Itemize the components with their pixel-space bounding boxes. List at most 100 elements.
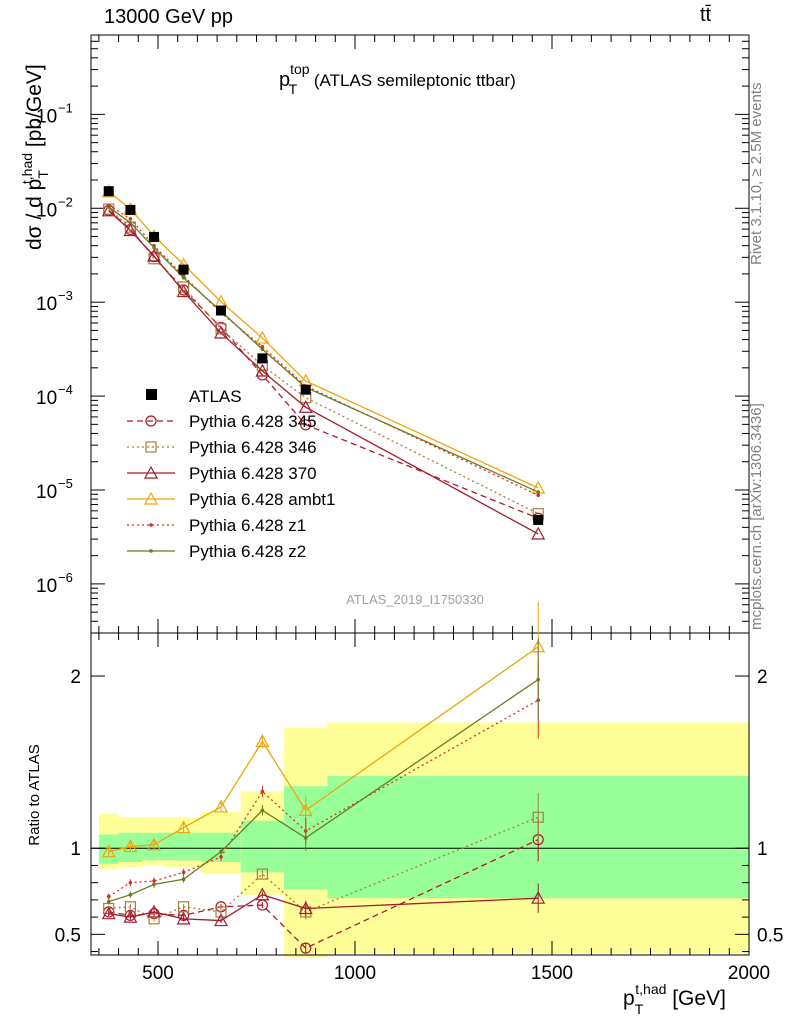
ratio-series-point bbox=[123, 909, 138, 923]
legend-label: Pythia 6.428 z2 bbox=[189, 542, 306, 561]
ratio-y-tick-label-left: 1 bbox=[70, 839, 81, 860]
main-y-tick-base: 10 bbox=[36, 200, 57, 221]
y-title-part: t,had bbox=[19, 153, 35, 184]
series-point bbox=[255, 363, 270, 377]
plot-title-part: p bbox=[279, 69, 290, 91]
series-point bbox=[181, 275, 186, 280]
energy-label: 13000 GeV pp bbox=[104, 6, 233, 28]
main-y-tick-exponent: −3 bbox=[58, 288, 73, 303]
atlas-data-point bbox=[300, 384, 311, 395]
ratio-series-point bbox=[128, 880, 133, 885]
ratio-y-axis-title: Ratio to ATLAS bbox=[26, 744, 43, 845]
series-point bbox=[101, 203, 116, 217]
ratio-series-2 bbox=[101, 883, 546, 927]
series-line bbox=[108, 208, 539, 515]
ratio-series-point bbox=[101, 844, 116, 858]
ratio-series-point bbox=[255, 887, 270, 901]
legend-label: Pythia 6.428 ambt1 bbox=[189, 490, 335, 509]
ratio-series-point bbox=[101, 906, 116, 920]
main-y-tick-label: 10 −4 bbox=[36, 382, 73, 409]
series-point bbox=[147, 248, 162, 262]
ratio-series-point bbox=[152, 879, 156, 883]
x-axis-title: pTt,had [GeV] bbox=[623, 981, 726, 1017]
series-4 bbox=[106, 203, 541, 498]
ratio-plot-frame bbox=[90, 632, 750, 956]
ratio-series-line bbox=[108, 894, 539, 922]
atlas-data-point bbox=[216, 305, 227, 316]
x-title-part: t,had bbox=[635, 981, 666, 997]
ratio-series-point bbox=[298, 803, 313, 816]
ratio-series-point bbox=[128, 892, 133, 897]
ratio-band-green bbox=[165, 832, 202, 861]
atlas-data-point bbox=[178, 264, 189, 275]
ratio-series-point bbox=[106, 899, 111, 904]
ratio-series-line bbox=[108, 678, 539, 903]
plot-title-part: T bbox=[289, 81, 298, 97]
atlas-data-point bbox=[103, 186, 114, 197]
x-title-part: p bbox=[623, 987, 635, 1010]
ratio-x-tick-label: 1000 bbox=[334, 963, 376, 984]
ratio-series-3 bbox=[101, 601, 546, 858]
ratio-series-point bbox=[214, 799, 229, 813]
legend-label: Pythia 6.428 346 bbox=[189, 438, 317, 457]
ratio-series-point bbox=[303, 836, 308, 840]
ratio-series-point bbox=[181, 877, 186, 882]
atlas-data-point bbox=[149, 231, 160, 242]
ratio-y-tick-label-left: 0.5 bbox=[55, 925, 81, 946]
series-0 bbox=[103, 204, 544, 524]
ratio-series-point bbox=[152, 882, 156, 887]
main-y-tick-base: 10 bbox=[36, 576, 57, 597]
main-y-tick-label: 10 −6 bbox=[36, 570, 73, 597]
main-y-tick-exponent: −2 bbox=[58, 194, 73, 209]
series-point bbox=[255, 330, 270, 344]
x-title-part: T bbox=[635, 1001, 644, 1017]
ratio-series-point bbox=[176, 820, 191, 834]
main-y-tick-exponent: −6 bbox=[58, 570, 73, 585]
ratio-x-tick-label: 2000 bbox=[728, 963, 770, 984]
legend-marker bbox=[143, 465, 159, 479]
ratio-series-line bbox=[108, 699, 539, 898]
ratio-series-point bbox=[256, 868, 268, 880]
y-title-part: [pb/GeV] bbox=[23, 64, 46, 153]
series-point bbox=[300, 419, 312, 431]
ratio-series-point bbox=[219, 855, 223, 859]
series-point bbox=[531, 526, 546, 540]
main-y-tick-base: 10 bbox=[36, 482, 57, 503]
ratio-series-point bbox=[106, 894, 111, 899]
plot-title: ptop T (ATLAS semileptonic ttbar) bbox=[279, 61, 516, 97]
ratio-series-1 bbox=[103, 792, 544, 925]
y-title-part: T bbox=[35, 170, 51, 179]
series-point bbox=[536, 490, 541, 494]
atlas-data-point bbox=[533, 514, 544, 525]
series-point bbox=[106, 205, 111, 209]
series-point bbox=[123, 223, 138, 237]
main-y-tick-label: 10 −3 bbox=[36, 288, 73, 315]
atlas-data bbox=[103, 186, 544, 525]
ratio-band-green bbox=[240, 820, 285, 873]
atlas-data-point bbox=[257, 353, 268, 364]
legend-marker bbox=[143, 491, 159, 505]
x-title-part: [GeV] bbox=[666, 987, 726, 1010]
series-5 bbox=[106, 205, 541, 494]
series-line bbox=[108, 206, 539, 493]
legend-label: Pythia 6.428 z1 bbox=[189, 516, 306, 535]
ratio-series-5 bbox=[106, 638, 541, 905]
series-line bbox=[108, 209, 539, 519]
series-2 bbox=[101, 203, 546, 540]
ratio-series-point bbox=[219, 849, 223, 854]
series-point bbox=[214, 325, 229, 339]
series-line bbox=[108, 204, 539, 496]
ratio-series-point bbox=[181, 870, 186, 875]
series-line bbox=[108, 191, 539, 489]
ratio-y-tick-label-right: 1 bbox=[757, 839, 768, 860]
legend-marker-atlas bbox=[146, 389, 157, 400]
series-point bbox=[536, 493, 541, 498]
plot-title-part: (ATLAS semileptonic ttbar) bbox=[309, 71, 516, 90]
main-y-tick-label: 10 −5 bbox=[36, 476, 73, 503]
ratio-series-point bbox=[147, 837, 162, 851]
main-y-tick-base: 10 bbox=[36, 106, 57, 127]
legend-label-atlas: ATLAS bbox=[189, 387, 242, 406]
series-point bbox=[152, 245, 156, 250]
series-point bbox=[260, 347, 265, 352]
